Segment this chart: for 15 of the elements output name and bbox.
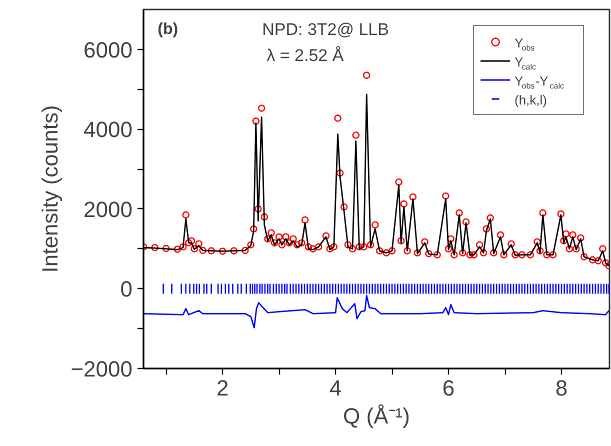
- x-tick-label: 2: [216, 376, 229, 400]
- y-axis-title: Intensity (counts): [38, 105, 63, 273]
- y-tick-label: 4000: [84, 117, 133, 142]
- annotation: NPD: 3T2@ LLB: [262, 20, 389, 39]
- annotation: λ = 2.52 Å: [266, 46, 344, 65]
- y-tick-label: −2000: [70, 356, 133, 382]
- legend-label: (h,k,l): [514, 92, 547, 108]
- y-tick-label: 2000: [84, 196, 133, 222]
- x-axis-title: Q (Å⁻¹): [343, 404, 410, 428]
- annotation: (b): [158, 20, 178, 38]
- x-tick-label: 4: [329, 376, 342, 400]
- x-tick-label: 8: [555, 376, 568, 400]
- y-tick-label: 6000: [84, 37, 133, 62]
- y-tick-label: 0: [120, 276, 133, 302]
- x-tick-label: 6: [442, 376, 455, 400]
